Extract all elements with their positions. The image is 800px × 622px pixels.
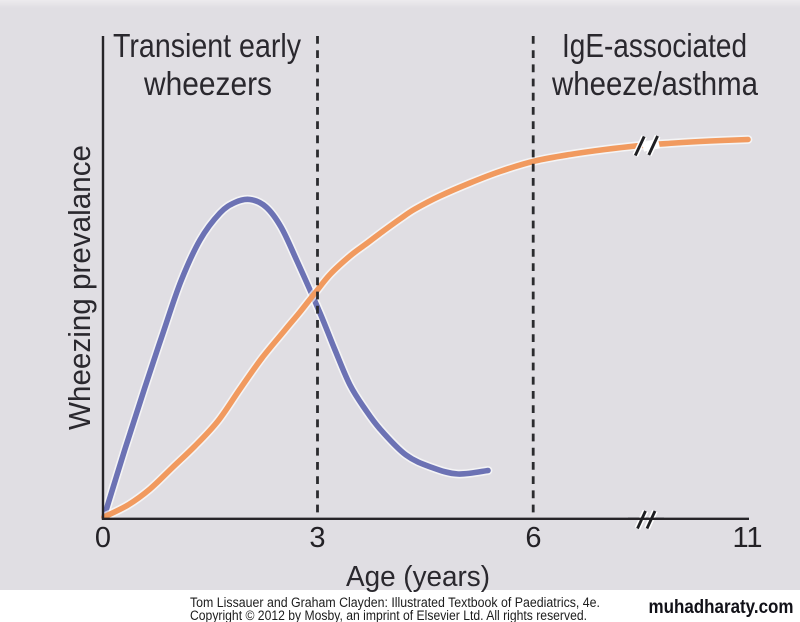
svg-text:Tom Lissauer and Graham Clayde: Tom Lissauer and Graham Clayden: Illustr… [190,595,600,610]
svg-text:11: 11 [732,522,762,554]
svg-text:Wheezing prevalance: Wheezing prevalance [62,145,97,430]
svg-text:3: 3 [309,522,325,554]
svg-text:muhadharaty.com: muhadharaty.com [649,597,794,618]
svg-text:wheeze/asthma: wheeze/asthma [551,65,758,102]
svg-text:6: 6 [525,522,541,554]
svg-text:Copyright © 2012 by Mosby, an: Copyright © 2012 by Mosby, an imprint of… [190,608,587,622]
svg-text:Age (years): Age (years) [346,561,490,593]
svg-text:Transient early: Transient early [113,27,301,64]
svg-text:wheezers: wheezers [143,65,272,102]
svg-text:IgE-associated: IgE-associated [562,27,747,64]
svg-text:0: 0 [95,522,111,554]
